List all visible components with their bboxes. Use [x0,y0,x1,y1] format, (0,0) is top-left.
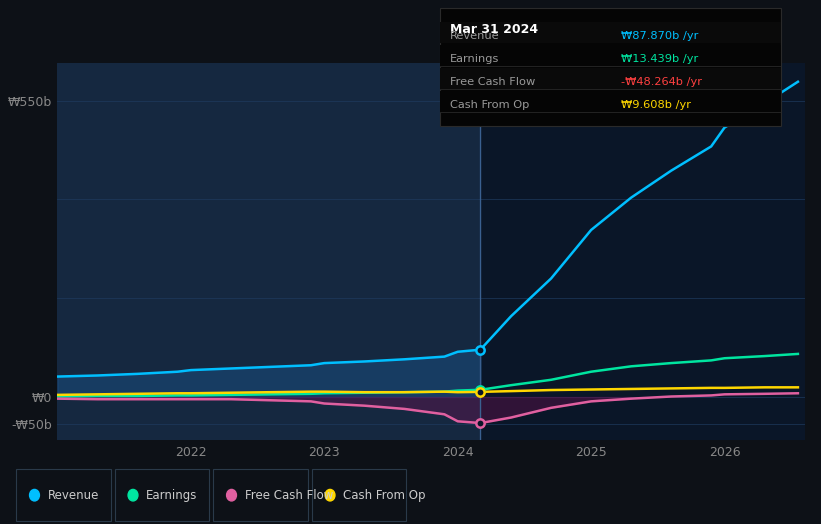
Text: Free Cash Flow: Free Cash Flow [245,489,333,501]
Text: Revenue: Revenue [48,489,99,501]
Text: Past: Past [449,101,474,114]
Text: Cash From Op: Cash From Op [450,100,530,110]
Text: Free Cash Flow: Free Cash Flow [450,77,535,87]
Text: Analysts Forecasts: Analysts Forecasts [491,101,601,114]
Text: Earnings: Earnings [146,489,198,501]
Text: ₩87.870b /yr: ₩87.870b /yr [621,31,698,41]
Text: ₩13.439b /yr: ₩13.439b /yr [621,54,698,64]
Text: -₩48.264b /yr: -₩48.264b /yr [621,77,702,87]
Text: Cash From Op: Cash From Op [343,489,425,501]
Text: ₩9.608b /yr: ₩9.608b /yr [621,100,690,110]
Text: Earnings: Earnings [450,54,499,64]
Text: Revenue: Revenue [450,31,499,41]
Bar [57,63,480,440]
Bar [480,63,805,440]
Text: Mar 31 2024: Mar 31 2024 [450,23,538,36]
